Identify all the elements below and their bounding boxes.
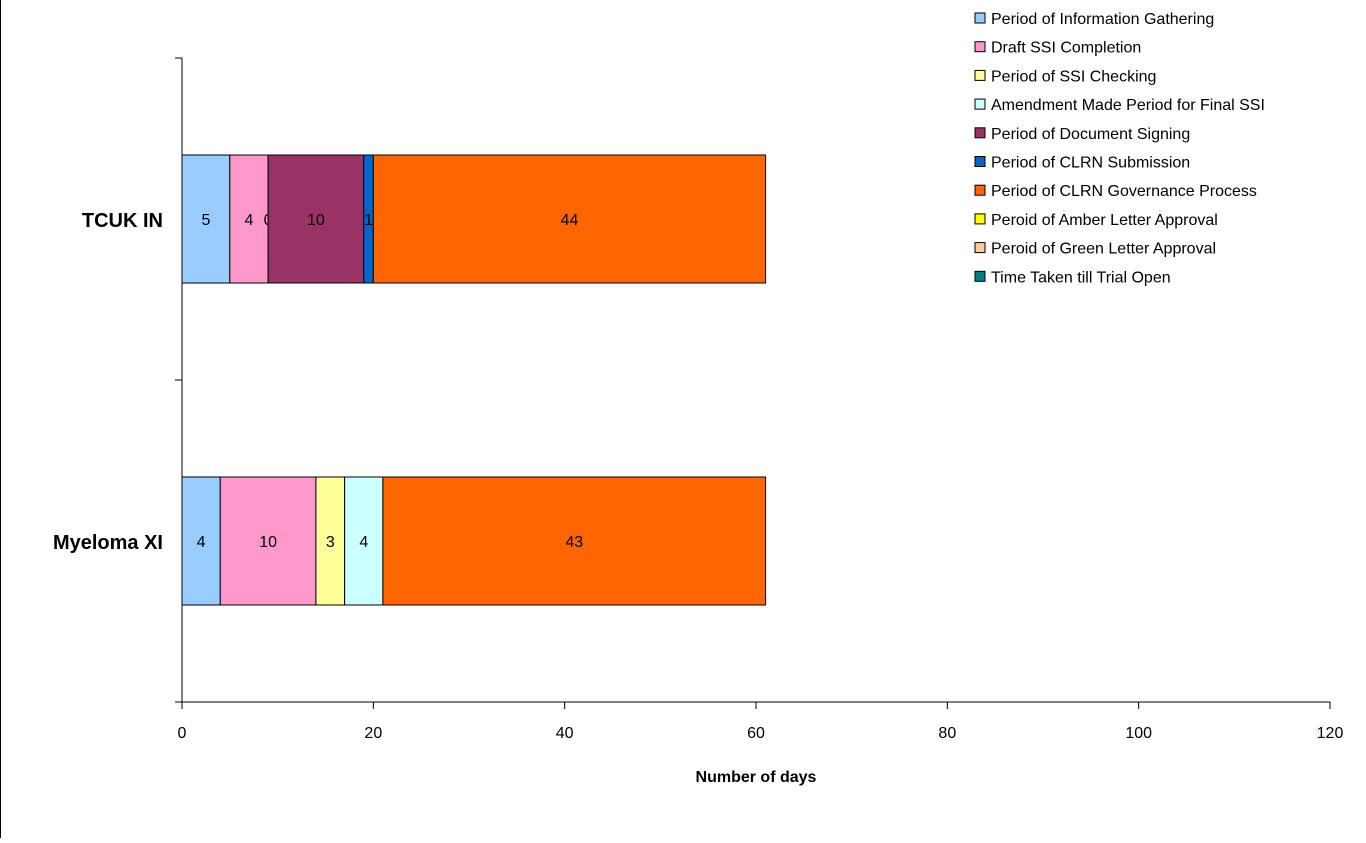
x-tick-label: 80 [938,725,956,742]
legend-swatch-amendment-made-period-for-final-ssi [975,99,985,109]
data-label-myeloma-xi-period-of-clrn-governance-process: 43 [565,534,583,551]
x-tick-label: 0 [178,725,187,742]
legend-swatch-time-taken-till-trial-open [975,271,985,281]
x-tick-label: 40 [556,725,574,742]
data-label-tcuk-in-period-of-information-gathering: 5 [201,212,210,229]
legend-swatch-period-of-clrn-governance-process [975,185,985,195]
legend-swatch-period-of-ssi-checking [975,70,985,80]
legend-swatch-period-of-clrn-submission [975,157,985,167]
legend-swatch-period-of-information-gathering [975,13,985,23]
x-tick-label: 100 [1125,725,1152,742]
legend-swatch-period-of-document-signing [975,128,985,138]
data-label-tcuk-in-period-of-clrn-submission: 1 [364,212,373,229]
x-tick-label: 60 [747,725,765,742]
category-label-myeloma-xi: Myeloma XI [53,532,163,554]
data-label-myeloma-xi-period-of-information-gathering: 4 [197,534,206,551]
legend-label-time-taken-till-trial-open: Time Taken till Trial Open [991,269,1171,286]
legend-label-period-of-information-gathering: Period of Information Gathering [991,11,1214,28]
legend-label-draft-ssi-completion: Draft SSI Completion [991,40,1141,57]
x-tick-label: 20 [364,725,382,742]
data-label-myeloma-xi-draft-ssi-completion: 10 [259,534,277,551]
legend-swatch-peroid-of-green-letter-approval [975,243,985,253]
legend-label-period-of-document-signing: Period of Document Signing [991,126,1190,143]
x-tick-label: 120 [1317,725,1344,742]
x-axis-title: Number of days [696,769,817,786]
legend-label-amendment-made-period-for-final-ssi: Amendment Made Period for Final SSI [991,97,1265,114]
legend-swatch-peroid-of-amber-letter-approval [975,214,985,224]
category-label-tcuk-in: TCUK IN [82,210,163,232]
legend-swatch-draft-ssi-completion [975,42,985,52]
data-label-myeloma-xi-period-of-ssi-checking: 3 [326,534,335,551]
legend-label-peroid-of-amber-letter-approval: Peroid of Amber Letter Approval [991,212,1218,229]
legend-label-peroid-of-green-letter-approval: Peroid of Green Letter Approval [991,241,1216,258]
data-label-tcuk-in-draft-ssi-completion: 4 [245,212,254,229]
legend-label-period-of-clrn-submission: Period of CLRN Submission [991,155,1190,172]
data-label-tcuk-in-period-of-document-signing: 10 [307,212,325,229]
data-label-myeloma-xi-amendment-made-period-for-final-ssi: 4 [359,534,368,551]
data-label-tcuk-in-period-of-clrn-governance-process: 44 [561,212,579,229]
legend-label-period-of-ssi-checking: Period of SSI Checking [991,68,1156,85]
legend-label-period-of-clrn-governance-process: Period of CLRN Governance Process [991,183,1257,200]
